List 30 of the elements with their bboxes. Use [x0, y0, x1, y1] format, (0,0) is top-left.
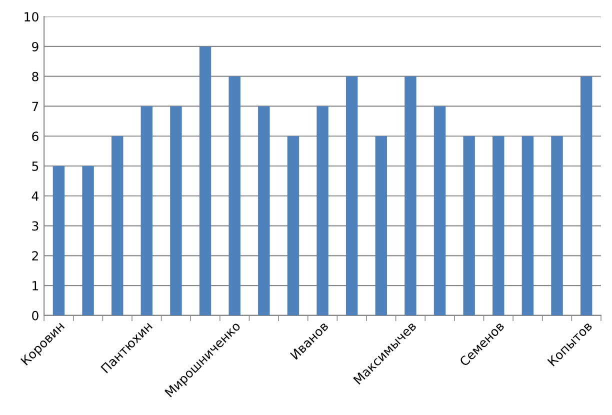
bar	[52, 166, 65, 316]
bar	[463, 136, 475, 316]
y-tick-label: 0	[32, 310, 38, 320]
y-tick-label: 1	[32, 281, 38, 290]
y-tick-label: 9	[32, 42, 38, 52]
bar	[170, 106, 182, 316]
y-tick-label: 7	[32, 102, 38, 111]
bar	[199, 46, 212, 316]
bar	[492, 136, 504, 316]
y-tick-label: 3	[32, 221, 38, 231]
bar	[140, 106, 153, 316]
bar	[346, 76, 358, 316]
y-tick-label: 10	[24, 12, 38, 22]
bar	[316, 106, 328, 316]
bar	[287, 136, 300, 316]
bar	[111, 136, 124, 316]
bar	[434, 106, 446, 316]
bar	[404, 76, 416, 316]
y-tick-label: 2	[32, 251, 38, 260]
bar	[82, 166, 94, 316]
y-tick-label: 5	[32, 162, 38, 171]
y-tick-label: 6	[32, 132, 38, 142]
y-tick-label: 4	[32, 192, 38, 201]
bar	[522, 136, 534, 316]
bar	[580, 76, 592, 316]
bar	[258, 106, 270, 316]
bar	[375, 136, 388, 316]
bar	[551, 136, 563, 316]
bar	[228, 76, 240, 316]
y-tick-label: 8	[32, 72, 38, 82]
